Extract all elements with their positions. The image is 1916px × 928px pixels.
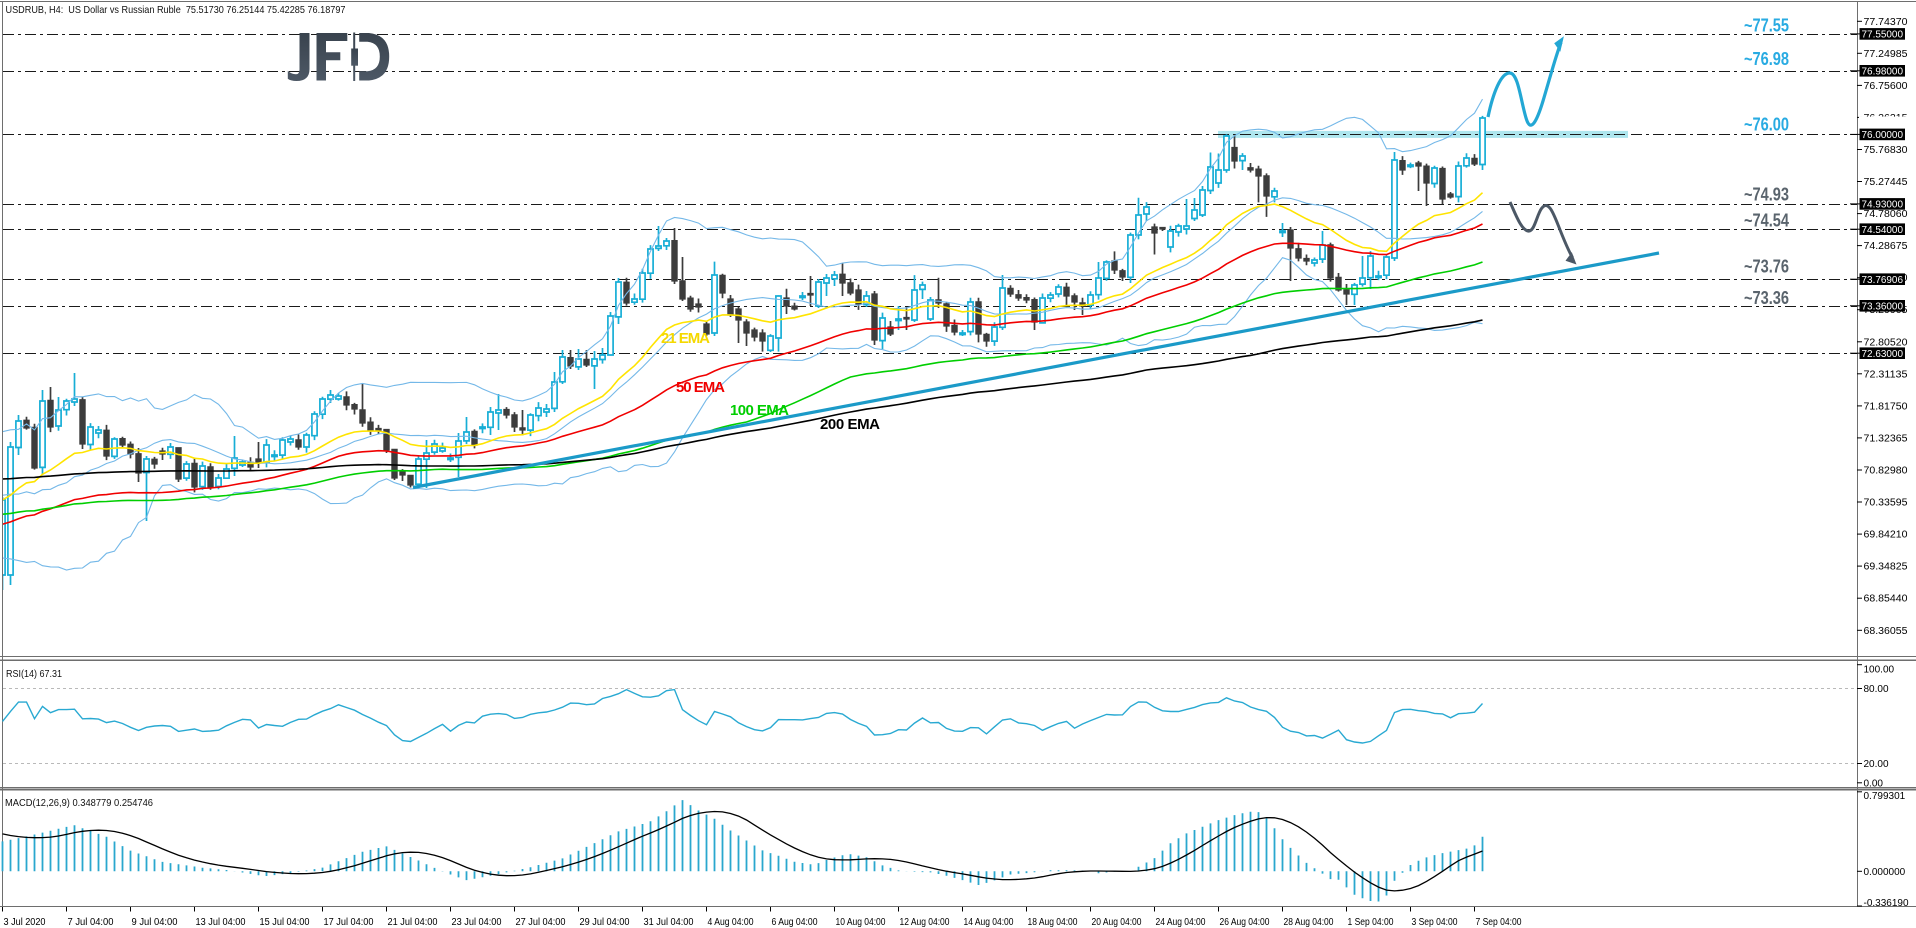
- svg-text:76.98000: 76.98000: [1862, 66, 1904, 77]
- svg-text:~74.54: ~74.54: [1744, 211, 1789, 231]
- svg-text:15 Jul 04:00: 15 Jul 04:00: [260, 917, 310, 928]
- svg-text:31 Jul 04:00: 31 Jul 04:00: [644, 917, 694, 928]
- svg-text:12 Aug 04:00: 12 Aug 04:00: [900, 917, 950, 928]
- svg-text:21 EMA: 21 EMA: [661, 330, 710, 347]
- svg-text:6 Aug 04:00: 6 Aug 04:00: [772, 917, 818, 928]
- svg-text:69.84210: 69.84210: [1864, 530, 1908, 541]
- svg-text:~76.00: ~76.00: [1744, 115, 1789, 135]
- svg-text:29 Jul 04:00: 29 Jul 04:00: [580, 917, 630, 928]
- svg-text:RSI(14) 67.31: RSI(14) 67.31: [6, 668, 62, 680]
- svg-text:71.32365: 71.32365: [1864, 433, 1908, 444]
- svg-text:74.78060: 74.78060: [1864, 209, 1908, 220]
- svg-text:100 EMA: 100 EMA: [730, 402, 789, 419]
- svg-text:20.00: 20.00: [1864, 759, 1889, 770]
- svg-text:1 Sep 04:00: 1 Sep 04:00: [1348, 917, 1394, 928]
- svg-text:77.24985: 77.24985: [1864, 49, 1908, 60]
- svg-text:76.75600: 76.75600: [1864, 81, 1908, 92]
- svg-text:~73.36: ~73.36: [1744, 288, 1789, 308]
- svg-text:14 Aug 04:00: 14 Aug 04:00: [964, 917, 1014, 928]
- svg-text:3 Jul 2020: 3 Jul 2020: [4, 917, 46, 928]
- svg-text:68.85440: 68.85440: [1864, 594, 1908, 605]
- svg-text:72.63000: 72.63000: [1862, 349, 1904, 360]
- svg-text:~76.98: ~76.98: [1744, 49, 1789, 69]
- svg-text:75.76830: 75.76830: [1864, 145, 1908, 156]
- svg-text:69.34825: 69.34825: [1864, 562, 1908, 573]
- svg-text:10 Aug 04:00: 10 Aug 04:00: [836, 917, 886, 928]
- svg-text:75.27445: 75.27445: [1864, 177, 1908, 188]
- svg-text:~74.93: ~74.93: [1744, 185, 1789, 205]
- svg-text:28 Aug 04:00: 28 Aug 04:00: [1284, 917, 1334, 928]
- svg-text:~77.55: ~77.55: [1744, 16, 1789, 36]
- svg-text:0.000000: 0.000000: [1864, 867, 1906, 878]
- svg-text:68.36055: 68.36055: [1864, 626, 1908, 637]
- svg-text:77.74370: 77.74370: [1864, 17, 1908, 28]
- svg-text:72.31135: 72.31135: [1864, 369, 1908, 380]
- svg-text:50 EMA: 50 EMA: [676, 379, 725, 396]
- svg-text:MACD(12,26,9) 0.348779 0.25474: MACD(12,26,9) 0.348779 0.254746: [5, 797, 153, 809]
- svg-text:200 EMA: 200 EMA: [820, 416, 880, 433]
- svg-text:26 Aug 04:00: 26 Aug 04:00: [1220, 917, 1270, 928]
- svg-text:-0.336190: -0.336190: [1864, 898, 1909, 909]
- svg-text:73.76906: 73.76906: [1862, 275, 1904, 286]
- svg-text:74.54000: 74.54000: [1862, 225, 1904, 236]
- svg-text:27 Jul 04:00: 27 Jul 04:00: [516, 917, 566, 928]
- svg-text:9 Jul 04:00: 9 Jul 04:00: [132, 917, 178, 928]
- svg-text:0.00: 0.00: [1864, 778, 1884, 789]
- svg-text:73.36000: 73.36000: [1862, 301, 1904, 312]
- svg-text:80.00: 80.00: [1864, 684, 1889, 695]
- svg-text:17 Jul 04:00: 17 Jul 04:00: [324, 917, 374, 928]
- svg-text:21 Jul 04:00: 21 Jul 04:00: [388, 917, 438, 928]
- svg-text:77.55000: 77.55000: [1862, 30, 1904, 41]
- svg-text:7 Jul 04:00: 7 Jul 04:00: [68, 917, 114, 928]
- svg-text:72.80520: 72.80520: [1864, 337, 1908, 348]
- svg-text:74.93000: 74.93000: [1862, 200, 1904, 211]
- svg-text:70.33595: 70.33595: [1864, 498, 1908, 509]
- svg-text:71.81750: 71.81750: [1864, 401, 1908, 412]
- svg-text:~73.76: ~73.76: [1744, 257, 1789, 277]
- svg-text:USDRUB, H4: US Dollar vs Russ: USDRUB, H4: US Dollar vs Russian Ruble 7…: [6, 4, 346, 16]
- svg-text:0.799301: 0.799301: [1864, 791, 1906, 802]
- svg-text:13 Jul 04:00: 13 Jul 04:00: [196, 917, 246, 928]
- svg-text:20 Aug 04:00: 20 Aug 04:00: [1092, 917, 1142, 928]
- svg-text:18 Aug 04:00: 18 Aug 04:00: [1028, 917, 1078, 928]
- svg-text:23 Jul 04:00: 23 Jul 04:00: [452, 917, 502, 928]
- svg-text:100.00: 100.00: [1864, 665, 1895, 676]
- svg-text:7 Sep 04:00: 7 Sep 04:00: [1476, 917, 1522, 928]
- svg-text:74.28675: 74.28675: [1864, 241, 1908, 252]
- svg-text:3 Sep 04:00: 3 Sep 04:00: [1412, 917, 1458, 928]
- svg-text:70.82980: 70.82980: [1864, 466, 1908, 477]
- svg-text:76.00000: 76.00000: [1862, 130, 1904, 141]
- svg-text:24 Aug 04:00: 24 Aug 04:00: [1156, 917, 1206, 928]
- svg-text:4 Aug 04:00: 4 Aug 04:00: [708, 917, 754, 928]
